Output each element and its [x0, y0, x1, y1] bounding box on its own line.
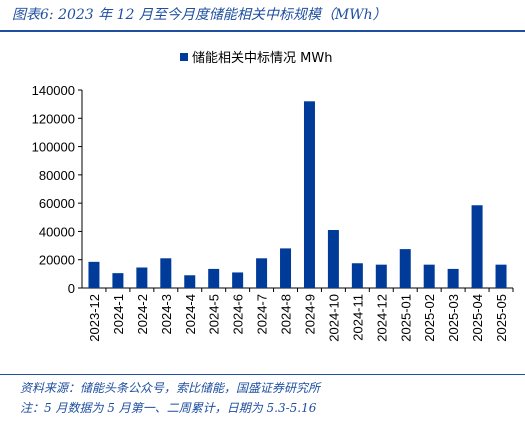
x-tick-label: 2024-5 [207, 294, 222, 334]
bar [303, 101, 315, 288]
bar [423, 264, 435, 288]
x-tick-label: 2024-3 [159, 294, 174, 334]
y-tick-label: 140000 [32, 83, 75, 98]
bar [351, 263, 363, 288]
x-tick-label: 2024-2 [135, 294, 150, 334]
x-tick-label: 2025-02 [422, 294, 437, 342]
bar [88, 261, 100, 288]
x-tick-label: 2025-01 [398, 294, 413, 342]
y-tick-label: 40000 [39, 224, 75, 239]
bar [136, 267, 148, 288]
x-tick-label: 2024-9 [302, 294, 317, 334]
bar [447, 268, 459, 288]
bar [208, 268, 220, 288]
x-tick-label: 2024-12 [374, 294, 389, 342]
x-tick-label: 2025-03 [446, 294, 461, 342]
x-tick-label: 2024-6 [231, 294, 246, 334]
x-tick-label: 2023-12 [87, 294, 102, 342]
y-tick-label: 60000 [39, 196, 75, 211]
title-rule [0, 30, 525, 32]
bar [399, 249, 411, 288]
figure-title: 图表6: 2023 年 12 月至今月度储能相关中标规模（MWh） [12, 7, 387, 23]
bar [375, 264, 387, 288]
bar [184, 275, 196, 288]
x-tick-label: 2024-11 [350, 294, 365, 341]
bar [232, 272, 244, 288]
bar [256, 258, 268, 288]
x-tick-label: 2024-1 [111, 294, 126, 334]
y-tick-label: 100000 [32, 140, 75, 155]
x-tick-label: 2025-04 [470, 294, 485, 342]
y-tick-label: 120000 [32, 111, 75, 126]
footer-rule [0, 374, 525, 375]
source-note: 资料来源：储能头条公众号，索比储能，国盛证券研究所 [20, 381, 321, 395]
legend-swatch [180, 53, 188, 61]
bar [471, 205, 483, 288]
y-tick-label: 0 [68, 281, 75, 296]
bar [327, 230, 339, 288]
bar [495, 264, 507, 288]
bar-chart: 储能相关中标情况 MWh 0 20000 40000 60000 80000 100000 1… [32, 51, 514, 342]
x-tick-label: 2024-10 [326, 294, 341, 342]
bar [280, 248, 292, 288]
y-tick-label: 80000 [39, 168, 75, 183]
x-tick-label: 2025-05 [494, 294, 509, 342]
bar [112, 273, 124, 288]
bar [160, 258, 172, 288]
x-tick-label: 2024-7 [255, 294, 270, 334]
x-tick-label: 2024-4 [183, 294, 198, 334]
remark-note: 注：5 月数据为 5 月第一、二周累计，日期为 5.3-5.16 [20, 401, 317, 415]
y-tick-label: 20000 [39, 253, 75, 268]
x-tick-label: 2024-8 [279, 294, 294, 334]
legend-label: 储能相关中标情况 MWh [192, 51, 332, 66]
